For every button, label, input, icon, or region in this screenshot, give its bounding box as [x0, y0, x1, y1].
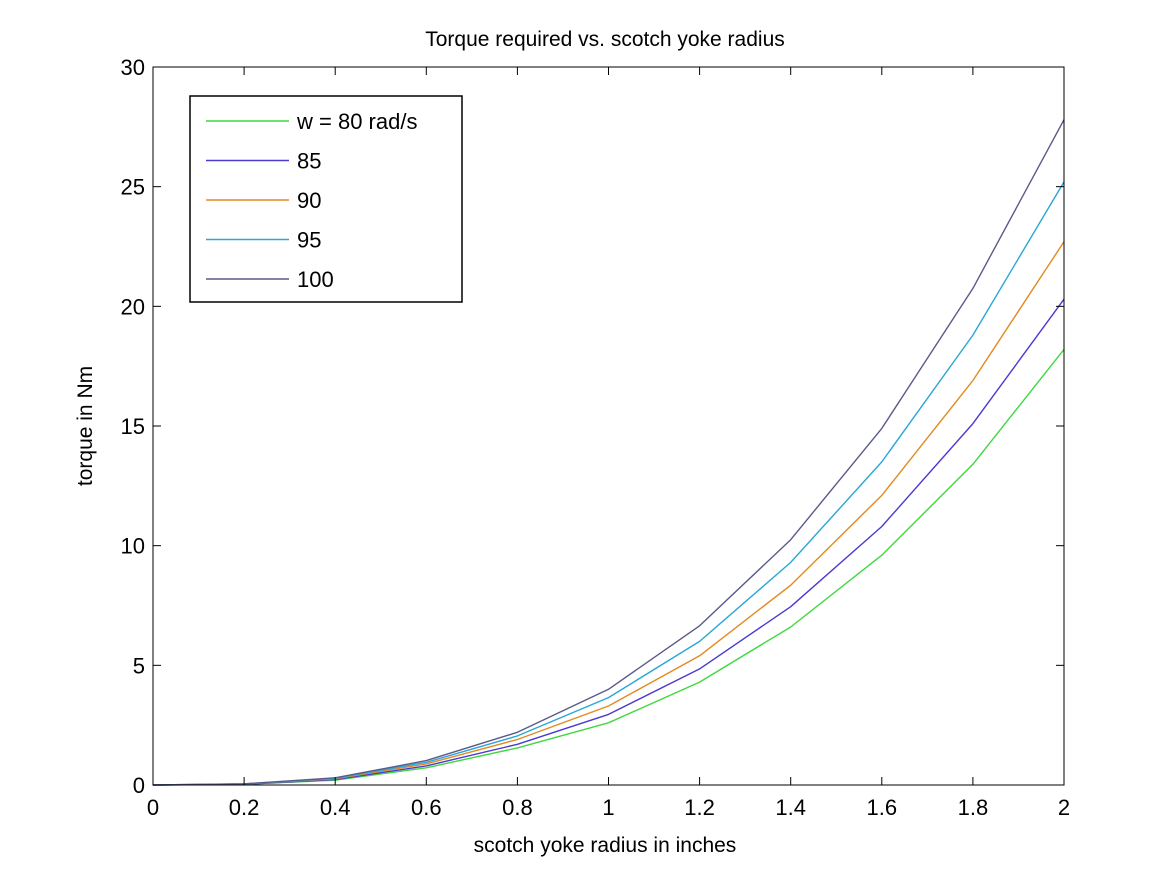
legend-label-4: 100: [297, 267, 334, 292]
x-tick-label: 1.2: [684, 795, 715, 820]
legend-label-3: 95: [297, 228, 321, 253]
y-tick-label: 0: [133, 773, 145, 798]
legend: w = 80 rad/s 85 90 95 100: [189, 95, 463, 303]
y-tick-label: 30: [121, 55, 145, 80]
series-group: [152, 119, 1065, 786]
y-tick-label: 20: [121, 294, 145, 319]
chart-title: Torque required vs. scotch yoke radius: [425, 28, 785, 51]
x-tick-label: 1.4: [775, 795, 806, 820]
legend-box: [189, 95, 463, 303]
x-tick-label: 1: [602, 795, 614, 820]
x-tick-label: 0.6: [411, 795, 442, 820]
x-tick-label: 0.8: [502, 795, 533, 820]
y-tick-label: 10: [121, 534, 145, 559]
legend-label-2: 90: [297, 188, 321, 213]
legend-label-0: w = 80 rad/s: [296, 109, 417, 134]
x-tick-label: 2: [1058, 795, 1070, 820]
y-tick-label: 25: [121, 175, 145, 200]
y-tick-label: 15: [121, 414, 145, 439]
x-tick-label: 0: [147, 795, 159, 820]
x-tick-label: 1.6: [867, 795, 898, 820]
x-tick-label: 1.8: [958, 795, 989, 820]
x-tick-label: 0.4: [320, 795, 351, 820]
series-line-4: [152, 119, 1065, 786]
y-tick-label: 5: [133, 653, 145, 678]
y-axis-label: torque in Nm: [74, 366, 97, 486]
legend-label-1: 85: [297, 149, 321, 174]
x-axis-label: scotch yoke radius in inches: [474, 834, 737, 857]
x-axis: 0 0.2 0.4 0.6 0.8 1 1.2 1.4 1.6 1.8 2: [147, 67, 1070, 820]
x-tick-label: 0.2: [229, 795, 260, 820]
y-axis: 0 5 10 15 20 25 30: [121, 55, 1064, 798]
